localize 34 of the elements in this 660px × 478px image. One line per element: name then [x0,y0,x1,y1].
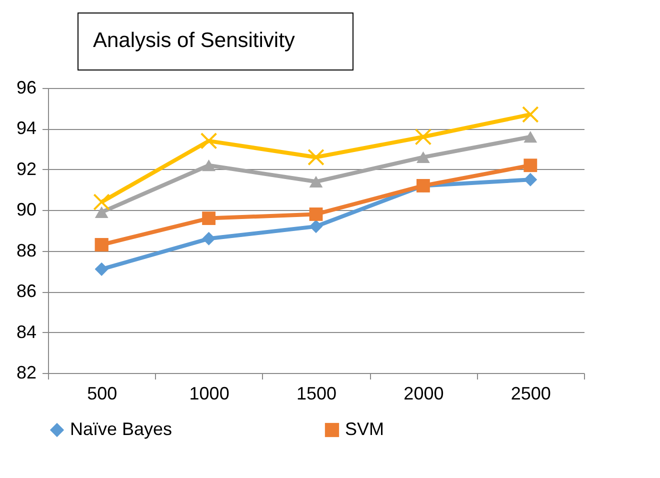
legend-label: SVM [345,419,384,439]
x-tick-label: 2000 [404,384,444,404]
x-tick-label: 1500 [296,384,337,404]
point [524,158,538,172]
point [414,128,432,146]
chart-title: Analysis of Sensitivity [93,29,296,52]
point [93,194,110,210]
y-tick-label: 88 [16,240,36,260]
point [202,160,216,172]
x-tick-label: 500 [87,384,118,404]
y-tick-label: 86 [16,281,36,302]
point [308,148,324,166]
point [522,106,539,123]
point [94,262,108,276]
point [416,151,430,164]
point [309,208,323,221]
y-tick-label: 94 [16,118,36,138]
point [202,232,216,246]
x-tick-label: 2500 [510,384,551,404]
y-tick-label: 82 [16,362,36,382]
y-tick-label: 90 [16,200,36,220]
y-tick-label: 96 [16,78,36,98]
point [309,220,323,234]
point [94,238,108,252]
point [524,131,538,143]
point [524,172,538,186]
y-tick-label: 92 [16,158,36,179]
y-tick-label: 84 [16,322,36,342]
legend-label: Naïve Bayes [70,419,172,439]
point [200,132,218,150]
x-tick-label: 1000 [189,384,230,404]
point [202,212,216,225]
point [94,206,108,218]
point [309,176,323,188]
